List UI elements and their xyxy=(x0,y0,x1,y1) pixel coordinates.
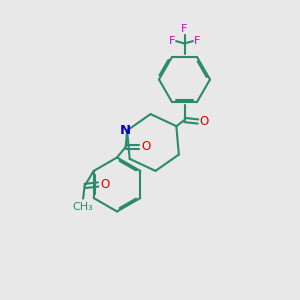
Text: F: F xyxy=(181,25,188,34)
Text: O: O xyxy=(141,140,150,154)
Text: CH₃: CH₃ xyxy=(73,202,94,212)
Text: O: O xyxy=(100,178,109,191)
Text: F: F xyxy=(169,36,175,46)
Text: O: O xyxy=(200,115,209,128)
Text: N: N xyxy=(120,124,131,137)
Text: F: F xyxy=(194,36,200,46)
